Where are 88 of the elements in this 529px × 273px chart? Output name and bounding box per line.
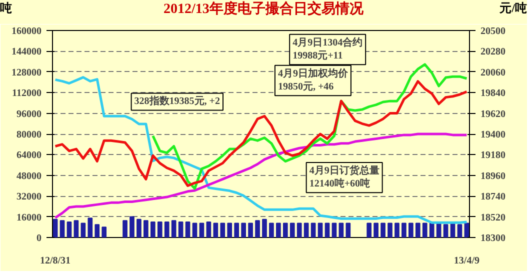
bar xyxy=(408,222,414,238)
bar xyxy=(248,222,253,238)
y-tick-label: 112000 xyxy=(12,88,42,100)
bar xyxy=(464,222,470,238)
bar xyxy=(402,222,406,238)
bar xyxy=(130,216,134,238)
bar xyxy=(310,222,316,238)
bar xyxy=(338,222,344,238)
y2-tick-label: 20060 xyxy=(480,67,506,78)
y2-tick-label: 19620 xyxy=(480,108,506,120)
line-series xyxy=(54,132,468,219)
bar xyxy=(171,220,176,238)
bar xyxy=(296,222,302,238)
y-tick-label: 48000 xyxy=(16,170,42,182)
bar xyxy=(262,218,267,238)
bar xyxy=(346,222,351,238)
bar xyxy=(374,222,378,238)
line-series xyxy=(54,80,468,187)
bar xyxy=(380,222,386,238)
y2-tick-label: 20280 xyxy=(480,46,506,58)
bar xyxy=(74,220,79,238)
bar xyxy=(366,222,372,238)
annotation: 4月9日订货总量 12140吨+60吨 xyxy=(309,164,380,190)
y-tick-label: 96000 xyxy=(16,108,42,120)
bar xyxy=(102,226,107,238)
bar xyxy=(60,220,65,238)
y2-tick-label: 19400 xyxy=(480,130,506,140)
y2-tick-label: 18740 xyxy=(480,192,506,203)
y-tick-label: 128000 xyxy=(12,67,42,78)
bar xyxy=(206,221,212,238)
bar xyxy=(164,221,170,238)
bar xyxy=(150,221,156,238)
bar xyxy=(429,222,434,238)
bar xyxy=(394,222,400,238)
bar xyxy=(443,224,448,238)
x-tick-label: 12/8/31 xyxy=(40,256,71,266)
bar xyxy=(332,222,337,238)
y2-tick-label: 18300 xyxy=(480,233,506,244)
bar xyxy=(66,221,72,238)
bar xyxy=(304,222,309,238)
bar xyxy=(220,222,226,238)
x-tick-label: 13/4/9 xyxy=(454,256,480,266)
bar xyxy=(422,222,428,238)
bar xyxy=(276,222,281,238)
bar xyxy=(324,222,330,238)
chart-title: 2012/13年度电子撮合日交易情况 xyxy=(164,0,364,19)
annotation: 4月9日1304合约 19988元+11 xyxy=(292,36,363,62)
bar xyxy=(415,222,420,238)
bar xyxy=(457,224,462,238)
y-tick-label: 16000 xyxy=(16,212,42,224)
bar xyxy=(192,222,198,238)
bar xyxy=(269,222,274,238)
bar xyxy=(94,224,100,238)
bar xyxy=(52,218,58,238)
bar xyxy=(88,218,93,238)
bar xyxy=(185,221,190,238)
bar xyxy=(178,221,184,238)
bar xyxy=(255,220,260,238)
bar xyxy=(199,222,204,238)
y2-tick-label: 18960 xyxy=(480,170,506,182)
y2-tick-label: 19840 xyxy=(480,88,506,100)
annotation: 328指数19385元, +2 xyxy=(134,95,220,108)
bar xyxy=(318,222,323,238)
y-tick-label: 64000 xyxy=(16,150,42,162)
y2-axis-title: 元/吨 xyxy=(500,0,527,17)
bar xyxy=(290,222,295,238)
bar xyxy=(234,222,240,238)
y2-tick-label: 18520 xyxy=(480,212,506,224)
bar xyxy=(136,218,142,238)
bar xyxy=(241,222,246,238)
bar xyxy=(122,220,128,238)
y-tick-label: 0 xyxy=(36,233,42,244)
y2-tick-label: 20500 xyxy=(480,26,506,37)
bar xyxy=(282,222,288,238)
y-tick-label: 144000 xyxy=(12,46,42,58)
bar xyxy=(157,221,162,238)
bar xyxy=(80,222,86,238)
y-tick-label: 32000 xyxy=(16,192,42,203)
y-axis-title: 吨 xyxy=(0,0,12,17)
bar xyxy=(388,222,392,238)
bar xyxy=(227,222,232,238)
y2-tick-label: 19180 xyxy=(480,150,506,162)
bar xyxy=(144,220,148,238)
bar xyxy=(213,222,218,238)
line-series xyxy=(54,76,468,224)
y-tick-label: 80000 xyxy=(16,130,42,140)
annotation: 4月9日加权均价 19850元, +46 xyxy=(278,67,349,93)
y-tick-label: 160000 xyxy=(12,26,42,37)
